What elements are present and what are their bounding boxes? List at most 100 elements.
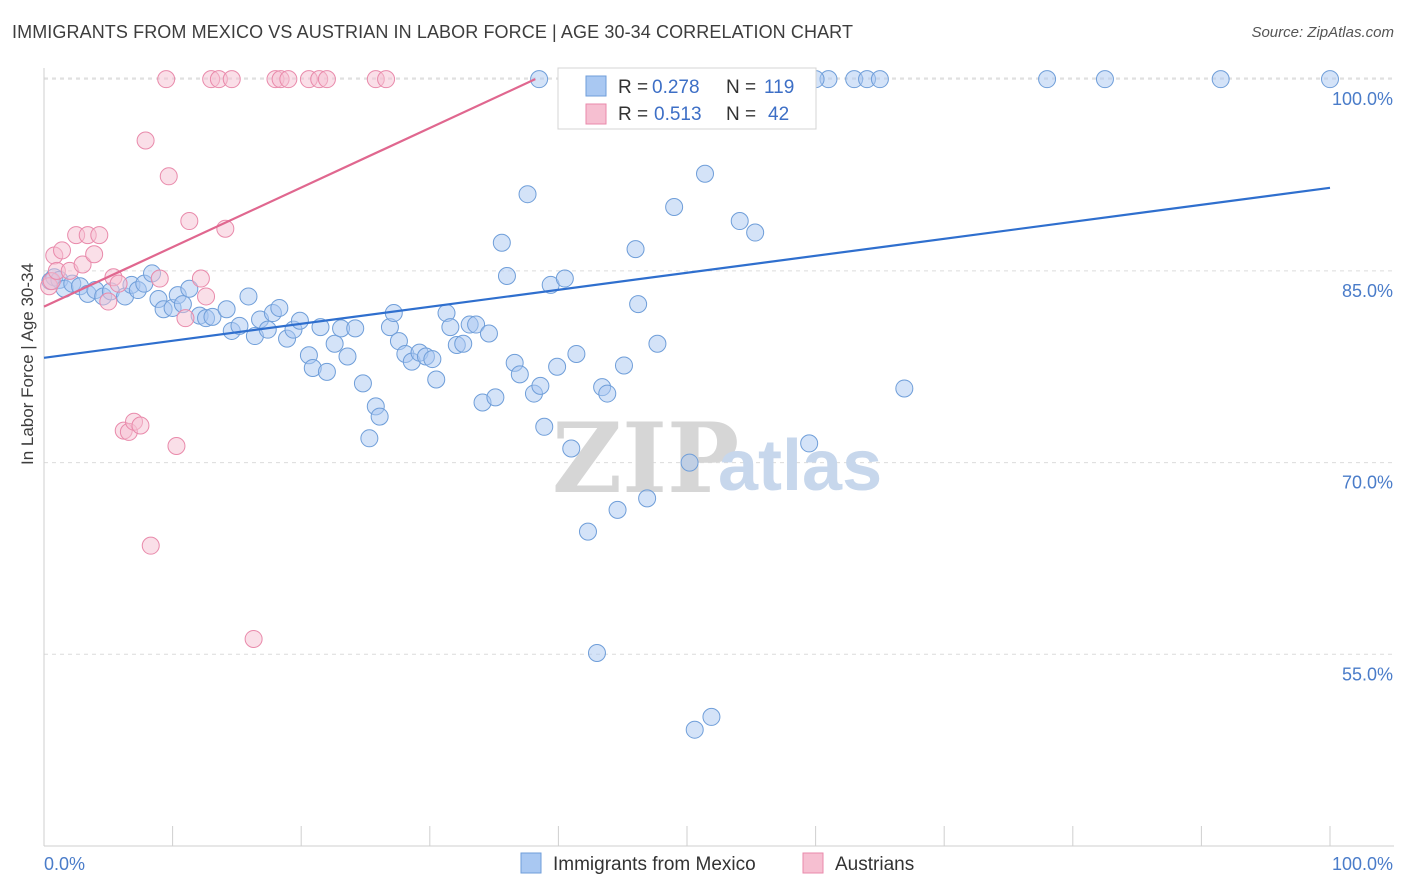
point-mexico: [239, 287, 258, 306]
point-mexico: [270, 298, 289, 317]
point-mexico: [510, 365, 529, 384]
point-mexico: [1211, 70, 1230, 89]
point-mexico: [578, 522, 597, 541]
y-tick-label: 70.0%: [1342, 473, 1393, 493]
point-mexico: [370, 407, 389, 426]
point-mexico: [702, 707, 721, 726]
point-mexico: [338, 347, 357, 366]
watermark-atlas: atlas: [718, 426, 882, 506]
point-mexico: [486, 388, 505, 407]
axes: [43, 68, 1394, 847]
point-mexico: [1321, 70, 1339, 89]
legend-swatch-pink: [585, 103, 607, 125]
bottom-legend-swatch-pink: [802, 852, 824, 874]
point-mexico: [467, 315, 486, 334]
point-mexico: [531, 376, 550, 395]
point-mexico: [290, 311, 309, 330]
legend-r-label-2: R =: [618, 104, 648, 125]
point-mexico: [325, 334, 344, 353]
point-austrians: [90, 226, 109, 245]
point-mexico: [497, 266, 516, 285]
point-mexico: [587, 644, 606, 663]
point-mexico: [685, 720, 704, 739]
tick-labels: 100.0% 85.0% 70.0% 55.0% 0.0% 100.0%: [44, 89, 1393, 874]
point-austrians: [222, 70, 241, 89]
point-austrians: [176, 309, 195, 328]
point-mexico: [555, 269, 574, 288]
point-mexico: [614, 356, 633, 375]
point-austrians: [317, 70, 336, 89]
point-austrians: [244, 629, 263, 648]
watermark: ZIP atlas: [552, 402, 882, 515]
point-austrians: [85, 245, 104, 264]
point-austrians: [141, 536, 160, 555]
chart-title: IMMIGRANTS FROM MEXICO VS AUSTRIAN IN LA…: [12, 22, 854, 42]
point-austrians: [279, 70, 298, 89]
bottom-legend: Immigrants from Mexico Austrians: [520, 852, 914, 875]
point-mexico: [665, 197, 684, 216]
point-austrians: [99, 292, 118, 311]
y-tick-label: 100.0%: [1332, 89, 1393, 109]
point-mexico: [638, 489, 657, 508]
bottom-legend-label-mexico: Immigrants from Mexico: [553, 854, 756, 875]
point-mexico: [492, 233, 511, 252]
point-mexico: [1095, 70, 1114, 89]
legend-n-label-1: N =: [726, 77, 756, 98]
point-mexico: [535, 417, 554, 436]
x-tick-label: 0.0%: [44, 854, 85, 874]
point-mexico: [353, 374, 372, 393]
point-mexico: [530, 70, 549, 89]
point-mexico: [629, 295, 648, 314]
point-mexico: [317, 362, 336, 381]
point-austrians: [191, 269, 210, 288]
point-mexico: [598, 384, 617, 403]
point-mexico: [562, 439, 581, 458]
point-austrians: [197, 287, 216, 306]
point-austrians: [159, 167, 178, 186]
legend-r-label-1: R =: [618, 77, 648, 98]
point-mexico: [870, 70, 889, 89]
legend-r-value-2: 0.513: [654, 104, 702, 125]
point-mexico: [895, 379, 914, 398]
point-mexico: [454, 334, 473, 353]
legend-n-value-2: 42: [768, 104, 789, 125]
y-tick-label: 55.0%: [1342, 664, 1393, 684]
point-mexico: [518, 185, 537, 204]
legend-box: R = 0.278 N = 119 R = 0.513 N = 42: [557, 67, 817, 130]
x-tick-label: 100.0%: [1332, 854, 1393, 874]
chart-source: Source: ZipAtlas.com: [1251, 24, 1394, 41]
point-mexico: [730, 212, 749, 231]
point-mexico: [680, 453, 699, 472]
point-austrians: [136, 131, 155, 150]
trend-line-mexico: [43, 186, 1331, 359]
point-austrians: [150, 269, 169, 288]
legend-n-value-1: 119: [764, 77, 794, 98]
point-austrians: [53, 241, 72, 260]
point-austrians: [73, 255, 92, 274]
bottom-legend-swatch-blue: [520, 852, 542, 874]
point-mexico: [180, 279, 199, 298]
trend-line-austrians: [43, 78, 536, 308]
point-mexico: [800, 434, 819, 453]
point-austrians: [131, 416, 150, 435]
point-austrians: [157, 70, 176, 89]
legend-n-label-2: N =: [726, 104, 756, 125]
point-mexico: [203, 307, 222, 326]
series-austrians-points: [40, 70, 583, 648]
point-austrians: [377, 70, 396, 89]
point-austrians: [180, 212, 199, 231]
legend-swatch-blue: [585, 75, 607, 97]
point-mexico: [696, 164, 715, 183]
point-mexico: [230, 316, 249, 335]
point-mexico: [648, 334, 667, 353]
trend-lines: [43, 78, 1331, 359]
legend-r-value-1: 0.278: [652, 77, 700, 98]
point-mexico: [346, 319, 365, 338]
point-mexico: [217, 300, 236, 319]
point-austrians: [109, 274, 128, 293]
point-mexico: [626, 240, 645, 259]
point-mexico: [1038, 70, 1057, 89]
point-mexico: [479, 324, 498, 343]
point-austrians: [167, 436, 186, 455]
